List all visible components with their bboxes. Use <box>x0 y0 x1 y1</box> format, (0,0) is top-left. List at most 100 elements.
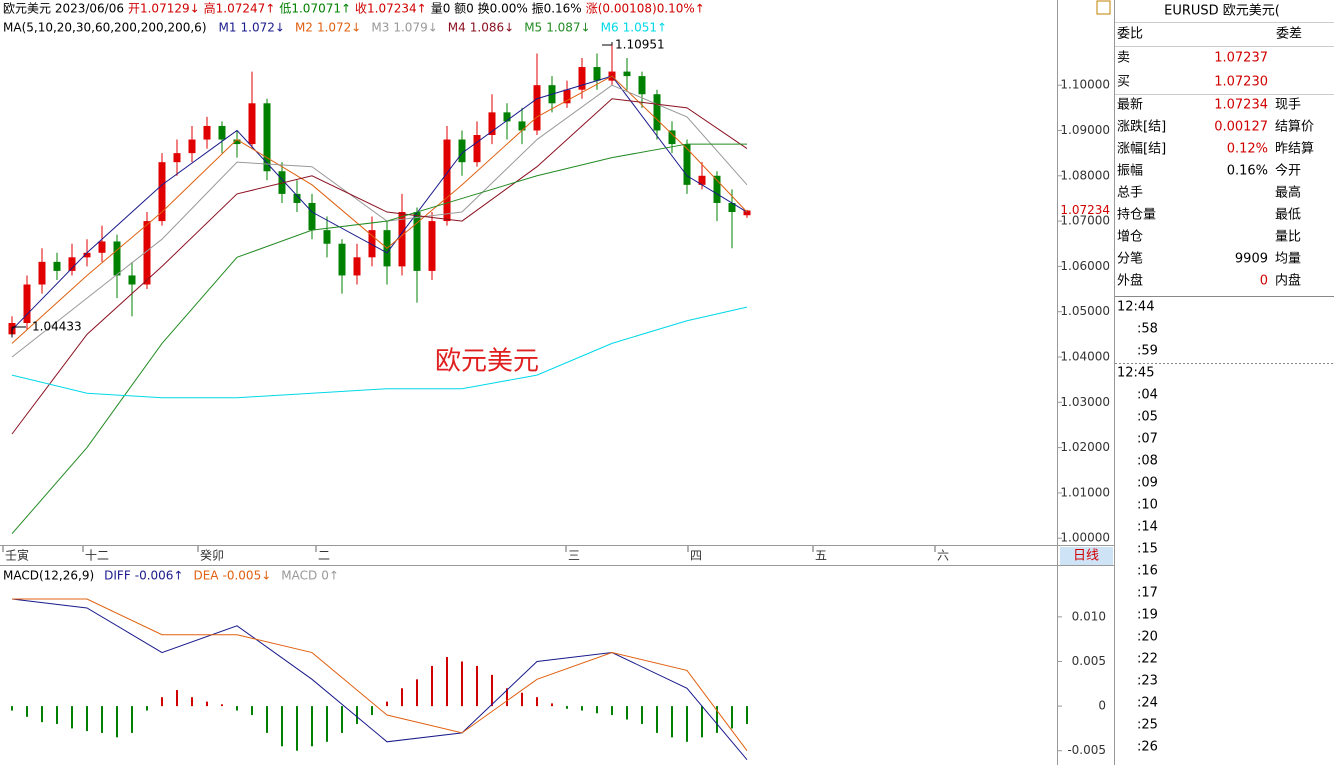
candle-body <box>38 261 46 285</box>
y-tick-label: 1.04000 <box>1060 349 1110 363</box>
y-tick-label: 1.05000 <box>1060 304 1110 318</box>
period-label: 日线 <box>1073 549 1099 564</box>
candle-body <box>668 130 676 145</box>
candle-body <box>188 139 196 154</box>
candle-body <box>698 175 706 185</box>
tick-time: :04 <box>1137 388 1158 403</box>
tick-time: :17 <box>1137 586 1158 601</box>
candle-body <box>293 193 301 203</box>
quote-value: 9909 <box>1235 252 1268 267</box>
candle-body <box>338 243 346 276</box>
candle-body <box>233 139 241 145</box>
legend-value: 1.086↓ <box>470 21 514 35</box>
quote-label: 量比 <box>1275 230 1301 245</box>
tick-time: :07 <box>1137 432 1158 447</box>
last-price-label: 1.07234 <box>1060 203 1110 217</box>
y-tick-label: 1.10000 <box>1060 78 1110 92</box>
tick-time: :19 <box>1137 608 1158 623</box>
candle-body <box>533 85 541 131</box>
header-segment: 收1.07234↑ <box>355 2 427 16</box>
candle-body <box>113 241 121 276</box>
candle-body <box>623 71 631 77</box>
legend-value: -0.005↓ <box>223 569 272 583</box>
y-tick-label: 1.09000 <box>1060 123 1110 137</box>
quote-label: 昨结算 <box>1275 142 1314 157</box>
sell-label: 卖 <box>1117 51 1130 66</box>
x-tick-label: 二 <box>318 549 330 563</box>
candle-body <box>158 162 166 222</box>
y-tick-label: 0 <box>1098 699 1106 713</box>
candle-body <box>743 210 751 216</box>
candle-body <box>593 67 601 81</box>
quote-label: 分笔 <box>1117 251 1143 267</box>
candle-body <box>368 230 376 258</box>
tick-time: :59 <box>1137 344 1158 359</box>
legend-name: M3 <box>371 21 389 35</box>
tick-time: :14 <box>1137 520 1158 535</box>
quote-label: 振幅 <box>1117 164 1143 179</box>
candle-body <box>173 153 181 163</box>
y-tick-label: 1.03000 <box>1060 395 1110 409</box>
high-label: 1.10951 <box>615 38 665 52</box>
ma-line <box>11 75 748 331</box>
quote-label: 内盘 <box>1275 273 1301 289</box>
candle-body <box>353 257 361 276</box>
tick-time: :22 <box>1137 652 1158 667</box>
x-tick-label: 十二 <box>85 549 109 563</box>
candle-body <box>443 139 451 222</box>
period-button[interactable] <box>1060 547 1113 565</box>
quote-label: 最低 <box>1275 208 1301 223</box>
y-tick-label: 1.06000 <box>1060 259 1110 273</box>
macd-line <box>12 598 748 752</box>
quote-label: 最新 <box>1117 97 1143 113</box>
candle-body <box>98 241 106 253</box>
tick-time: :58 <box>1137 322 1158 337</box>
legend-name: MACD <box>281 569 317 583</box>
legend-value: 1.087↓ <box>546 21 590 35</box>
x-tick-label: 癸卯 <box>200 549 224 563</box>
candle-body <box>218 125 226 140</box>
order-diff: 委差 <box>1276 27 1302 42</box>
quote-label: 均量 <box>1275 252 1301 267</box>
sell-price: 1.07237 <box>1214 51 1268 66</box>
candle-body <box>473 135 481 163</box>
candle-body <box>323 230 331 244</box>
candle-body <box>713 175 721 203</box>
tick-time: 12:45 <box>1117 366 1154 381</box>
x-tick-label: 五 <box>815 549 827 563</box>
y-tick-label: 0.005 <box>1072 654 1106 668</box>
header-segment: 开1.07129↓ <box>128 2 200 16</box>
quote-label: 最高 <box>1275 185 1301 201</box>
x-tick-label: 壬寅 <box>5 548 29 563</box>
menu-icon[interactable] <box>1096 0 1111 15</box>
header-segment: 量0 额0 换0.00% 振0.16% <box>431 2 582 16</box>
candle-body <box>488 112 496 136</box>
candle-body <box>563 89 571 104</box>
y-tick-label: 1.02000 <box>1060 440 1110 454</box>
watermark: 欧元美元 <box>435 347 539 377</box>
y-tick-label: 1.01000 <box>1060 485 1110 499</box>
tick-time: :09 <box>1137 476 1158 491</box>
x-tick-label: 三 <box>568 549 580 563</box>
legend-value: 1.072↓ <box>317 21 361 35</box>
candle-body <box>398 212 406 267</box>
tick-time: :15 <box>1137 542 1158 557</box>
quote-value: 0.00127 <box>1214 120 1268 135</box>
legend-name: M4 <box>448 21 466 35</box>
y-tick-label: 1.07000 <box>1060 214 1110 228</box>
quote-label: 总手 <box>1117 186 1143 201</box>
y-tick-label: 1.00000 <box>1060 531 1110 545</box>
ma-line <box>11 75 748 344</box>
ma-title: MA(5,10,20,30,60,200,200,200,6) <box>3 21 207 35</box>
ma-line <box>11 98 748 435</box>
quote-label: 外盘 <box>1117 273 1143 289</box>
quote-label: 涨跌[结] <box>1117 119 1166 135</box>
ma-line <box>11 143 747 535</box>
x-tick-label: 六 <box>937 549 949 563</box>
quote-title: EURUSD 欧元美元( <box>1164 4 1280 19</box>
legend-value: 1.072↓ <box>241 21 285 35</box>
y-tick-label: 0.010 <box>1072 609 1106 623</box>
